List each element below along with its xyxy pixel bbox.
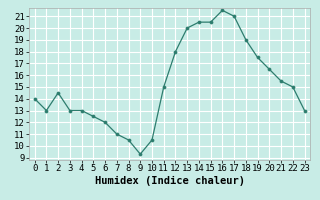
X-axis label: Humidex (Indice chaleur): Humidex (Indice chaleur) <box>95 176 244 186</box>
